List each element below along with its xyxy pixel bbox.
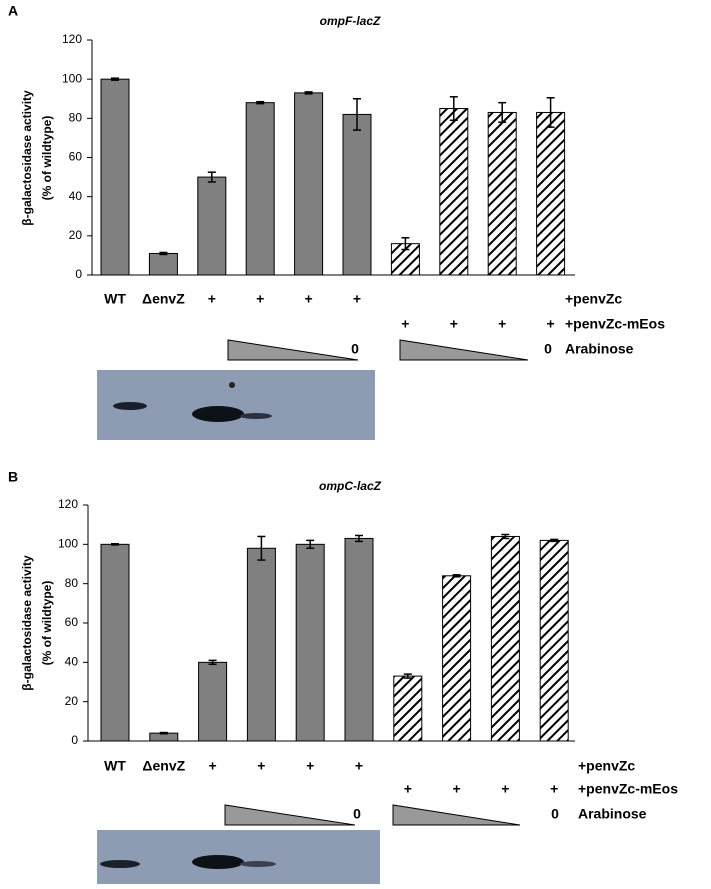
bar	[294, 92, 324, 276]
x-tick-label: +	[256, 291, 264, 307]
chart-title: ompC-lacZ	[319, 479, 382, 493]
x-tick-label: ΔenvZ	[142, 291, 185, 307]
arabinose-zero: 0	[544, 341, 552, 357]
y-axis-label: β-galactosidase activity	[20, 555, 34, 691]
mEos-mark: +	[401, 316, 409, 332]
x-tick-label: +	[306, 758, 314, 774]
bar	[148, 252, 178, 276]
x-tick-label: +	[355, 758, 363, 774]
mEos-mark: +	[498, 316, 506, 332]
bar	[197, 176, 227, 276]
arabinose-gradient	[227, 339, 359, 361]
panel-label: B	[8, 469, 18, 485]
x-tick-label: +	[257, 758, 265, 774]
mEos-mark: +	[450, 316, 458, 332]
y-tick-label: 0	[71, 733, 78, 747]
y-axis-label: β-galactosidase activity	[20, 90, 34, 226]
bar	[439, 108, 469, 276]
blot-a	[97, 370, 375, 440]
bar	[342, 113, 372, 276]
y-tick-label: 80	[65, 576, 79, 590]
mEos-mark: +	[550, 781, 558, 797]
mEos-mark: +	[547, 316, 555, 332]
bar	[245, 102, 275, 276]
arabinose-zero: 0	[353, 806, 361, 822]
mEos-mark: +	[453, 781, 461, 797]
y-tick-label: 100	[58, 537, 78, 551]
bar	[536, 111, 566, 276]
row-label: Arabinose	[578, 806, 647, 822]
y-tick-label: 100	[62, 71, 82, 85]
y-tick-label: 0	[75, 267, 82, 281]
bar	[393, 675, 423, 742]
x-tick-label: +	[209, 758, 217, 774]
panel-label: A	[8, 3, 18, 19]
x-tick-label: +	[353, 291, 361, 307]
y-tick-label: 20	[65, 694, 79, 708]
bar	[442, 575, 472, 742]
bar	[490, 535, 520, 742]
mEos-mark: +	[404, 781, 412, 797]
bar	[344, 537, 374, 742]
y-tick-label: 40	[65, 655, 79, 669]
y-axis-label: (% of wildtype)	[40, 116, 54, 201]
arabinose-zero: 0	[551, 806, 559, 822]
y-tick-label: 20	[69, 228, 83, 242]
arabinose-zero: 0	[351, 341, 359, 357]
row-label: +penvZc	[578, 758, 635, 774]
mEos-mark: +	[501, 781, 509, 797]
y-tick-label: 120	[58, 497, 78, 511]
chart-title: ompF-lacZ	[320, 14, 381, 28]
x-tick-label: WT	[104, 758, 126, 774]
x-tick-label: +	[208, 291, 216, 307]
arabinose-gradient	[392, 804, 521, 826]
row-label: +penvZc-mEos	[578, 781, 678, 797]
blot-b	[97, 830, 380, 884]
bar	[198, 661, 228, 742]
bar	[539, 539, 569, 742]
bar	[100, 543, 130, 742]
row-label: +penvZc-mEos	[565, 316, 665, 332]
row-label: Arabinose	[565, 341, 634, 357]
x-tick-label: ΔenvZ	[142, 758, 185, 774]
bar	[246, 547, 276, 742]
bar	[100, 78, 130, 276]
bar	[487, 111, 517, 276]
row-label: +penvZc	[565, 291, 622, 307]
y-tick-label: 120	[62, 32, 82, 46]
arabinose-gradient	[224, 804, 356, 826]
x-tick-label: +	[305, 291, 313, 307]
arabinose-gradient	[399, 339, 529, 361]
x-tick-label: WT	[104, 291, 126, 307]
y-tick-label: 60	[65, 615, 79, 629]
y-axis-label: (% of wildtype)	[40, 581, 54, 666]
y-tick-label: 60	[69, 150, 83, 164]
y-tick-label: 40	[69, 189, 83, 203]
y-tick-label: 80	[69, 111, 83, 125]
bar	[295, 543, 325, 742]
